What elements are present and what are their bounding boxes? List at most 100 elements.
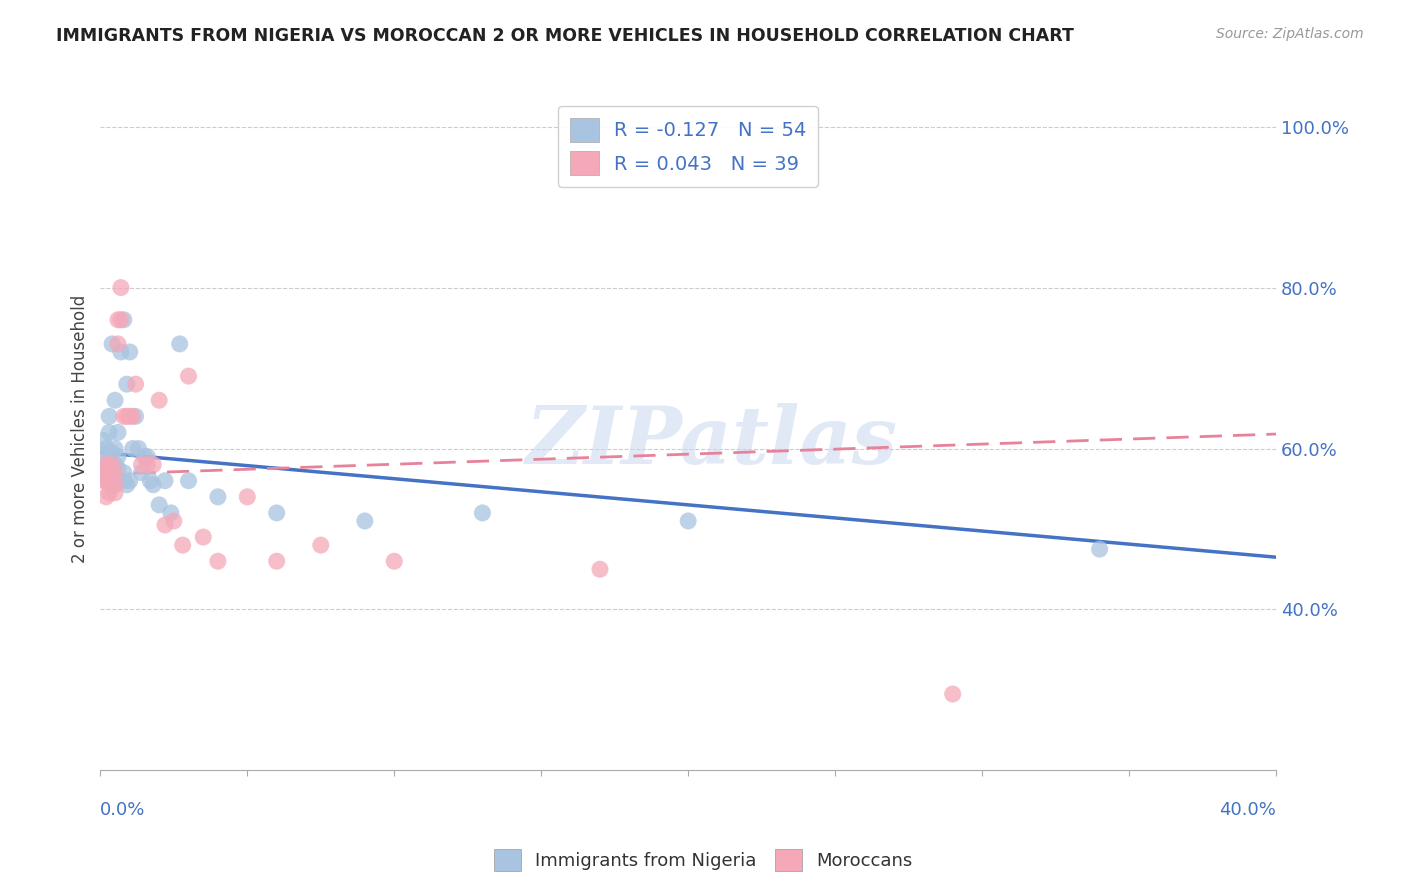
Point — [142, 477, 165, 491]
Point — [121, 442, 143, 456]
Point — [118, 345, 141, 359]
Point — [91, 474, 114, 488]
Point — [112, 312, 135, 326]
Point — [471, 506, 494, 520]
Point — [131, 466, 153, 480]
Point — [309, 538, 332, 552]
Point — [98, 474, 121, 488]
Point — [98, 458, 121, 472]
Point — [121, 409, 143, 424]
Point — [193, 530, 215, 544]
Text: 0.0%: 0.0% — [100, 801, 146, 819]
Point — [139, 474, 162, 488]
Point — [115, 377, 138, 392]
Point — [107, 474, 129, 488]
Point — [104, 485, 127, 500]
Point — [104, 466, 127, 480]
Point — [98, 425, 121, 440]
Legend: R = -0.127   N = 54, R = 0.043   N = 39: R = -0.127 N = 54, R = 0.043 N = 39 — [558, 106, 818, 186]
Text: Source: ZipAtlas.com: Source: ZipAtlas.com — [1216, 27, 1364, 41]
Point — [110, 280, 132, 294]
Point — [942, 687, 965, 701]
Text: 40.0%: 40.0% — [1219, 801, 1277, 819]
Point — [104, 442, 127, 456]
Point — [136, 458, 159, 472]
Point — [91, 434, 114, 448]
Point — [107, 312, 129, 326]
Point — [104, 477, 127, 491]
Point — [96, 458, 118, 472]
Point — [98, 458, 121, 472]
Point — [160, 506, 183, 520]
Point — [112, 409, 135, 424]
Point — [118, 409, 141, 424]
Text: ZIPatlas: ZIPatlas — [526, 403, 897, 481]
Point — [91, 458, 114, 472]
Point — [96, 474, 118, 488]
Point — [1088, 542, 1111, 557]
Point — [101, 477, 124, 491]
Point — [354, 514, 377, 528]
Point — [124, 377, 146, 392]
Point — [96, 474, 118, 488]
Point — [91, 450, 114, 464]
Point — [134, 450, 156, 464]
Point — [107, 337, 129, 351]
Point — [107, 461, 129, 475]
Point — [112, 466, 135, 480]
Point — [115, 477, 138, 491]
Point — [98, 445, 121, 459]
Point — [101, 461, 124, 475]
Point — [148, 498, 170, 512]
Point — [101, 458, 124, 472]
Point — [101, 477, 124, 491]
Point — [382, 554, 405, 568]
Point — [104, 477, 127, 491]
Legend: Immigrants from Nigeria, Moroccans: Immigrants from Nigeria, Moroccans — [486, 842, 920, 879]
Point — [96, 466, 118, 480]
Point — [266, 554, 288, 568]
Point — [104, 393, 127, 408]
Point — [128, 442, 150, 456]
Text: IMMIGRANTS FROM NIGERIA VS MOROCCAN 2 OR MORE VEHICLES IN HOUSEHOLD CORRELATION : IMMIGRANTS FROM NIGERIA VS MOROCCAN 2 OR… — [56, 27, 1074, 45]
Point — [98, 409, 121, 424]
Point — [118, 474, 141, 488]
Point — [589, 562, 612, 576]
Point — [153, 474, 176, 488]
Point — [110, 312, 132, 326]
Point — [101, 445, 124, 459]
Y-axis label: 2 or more Vehicles in Household: 2 or more Vehicles in Household — [72, 294, 89, 563]
Point — [101, 337, 124, 351]
Point — [169, 337, 191, 351]
Point — [96, 466, 118, 480]
Point — [98, 474, 121, 488]
Point — [236, 490, 259, 504]
Point — [101, 469, 124, 483]
Point — [153, 518, 176, 533]
Point — [142, 458, 165, 472]
Point — [124, 409, 146, 424]
Point — [136, 450, 159, 464]
Point — [104, 458, 127, 472]
Point — [91, 461, 114, 475]
Point — [207, 490, 229, 504]
Point — [207, 554, 229, 568]
Point — [104, 469, 127, 483]
Point — [110, 345, 132, 359]
Point — [101, 469, 124, 483]
Point — [131, 458, 153, 472]
Point — [96, 490, 118, 504]
Point — [107, 425, 129, 440]
Point — [163, 514, 186, 528]
Point — [115, 409, 138, 424]
Point — [177, 369, 200, 384]
Point — [110, 474, 132, 488]
Point — [107, 450, 129, 464]
Point — [96, 442, 118, 456]
Point — [172, 538, 194, 552]
Point — [98, 485, 121, 500]
Point — [266, 506, 288, 520]
Point — [676, 514, 699, 528]
Point — [112, 474, 135, 488]
Point — [177, 474, 200, 488]
